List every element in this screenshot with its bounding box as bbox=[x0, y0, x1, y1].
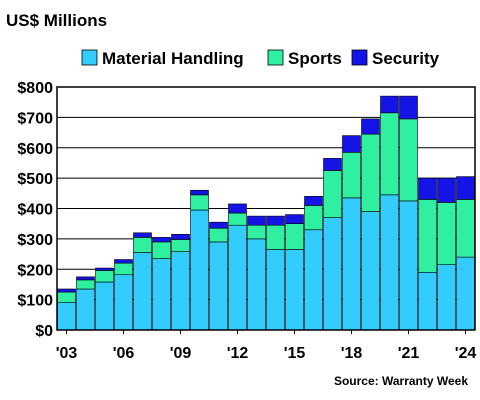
x-tick-label: '09 bbox=[170, 345, 192, 362]
bar-segment-material-handling-2024 bbox=[456, 256, 475, 331]
bar-segment-material-handling-2010 bbox=[190, 209, 209, 331]
bar-segment-security-2011 bbox=[209, 221, 228, 229]
bar-segment-material-handling-2008 bbox=[152, 258, 171, 331]
x-tick-label: '06 bbox=[113, 345, 135, 362]
bar-segment-material-handling-2021 bbox=[399, 200, 418, 331]
legend-swatch bbox=[267, 49, 284, 66]
x-tick-label: '24 bbox=[455, 345, 477, 362]
bar-segment-security-2023 bbox=[437, 177, 456, 203]
x-tick-label: '15 bbox=[284, 345, 306, 362]
bar-segment-sports-2004 bbox=[76, 279, 95, 290]
bar-segment-material-handling-2006 bbox=[114, 274, 133, 331]
bar-segment-material-handling-2020 bbox=[380, 194, 399, 331]
y-tick-label: $400 bbox=[17, 202, 53, 219]
bar-segment-material-handling-2019 bbox=[361, 211, 380, 331]
y-tick-label: $600 bbox=[17, 141, 53, 158]
bar-segment-material-handling-2011 bbox=[209, 241, 228, 331]
bar-segment-security-2024 bbox=[456, 176, 475, 200]
chart-title: US$ Millions bbox=[6, 11, 107, 30]
bar-segment-security-2008 bbox=[152, 237, 171, 243]
bar-segment-sports-2024 bbox=[456, 199, 475, 258]
bar-segment-material-handling-2004 bbox=[76, 288, 95, 331]
bar-segment-material-handling-2015 bbox=[285, 249, 304, 331]
bar-segment-security-2007 bbox=[133, 232, 152, 238]
bar-segment-security-2014 bbox=[266, 215, 285, 226]
plot-border bbox=[56, 86, 476, 331]
legend-label: Material Handling bbox=[102, 49, 244, 68]
legend-label: Security bbox=[372, 49, 440, 68]
y-tick-label: $700 bbox=[17, 110, 53, 127]
bar-segment-security-2020 bbox=[380, 95, 399, 114]
x-tick-label: '03 bbox=[56, 345, 78, 362]
source-note: Source: Warranty Week bbox=[334, 374, 468, 388]
bar-segment-sports-2016 bbox=[304, 205, 323, 231]
bar-segment-security-2009 bbox=[171, 234, 190, 240]
bar-segment-sports-2005 bbox=[95, 270, 114, 283]
bar-segment-sports-2023 bbox=[437, 202, 456, 265]
bar-segment-security-2004 bbox=[76, 276, 95, 281]
bar-segment-sports-2009 bbox=[171, 239, 190, 252]
bar-segment-sports-2013 bbox=[247, 224, 266, 240]
legend-swatch bbox=[81, 49, 98, 66]
bar-segment-sports-2007 bbox=[133, 237, 152, 253]
bar-segment-security-2019 bbox=[361, 118, 380, 135]
bar-segment-security-2021 bbox=[399, 95, 418, 120]
y-axis-labels: $0 $100 $200 $300 $400 $500 $600 $700 $800 bbox=[17, 80, 53, 340]
bar-segment-material-handling-2012 bbox=[228, 224, 247, 331]
bar-segment-material-handling-2007 bbox=[133, 252, 152, 331]
bar-segment-security-2022 bbox=[418, 177, 437, 200]
bar-segment-sports-2008 bbox=[152, 241, 171, 259]
bar-segment-security-2013 bbox=[247, 215, 266, 226]
bar-segment-sports-2021 bbox=[399, 118, 418, 202]
bar-segment-material-handling-2016 bbox=[304, 229, 323, 331]
legend: Material Handling Sports Security bbox=[81, 49, 440, 68]
bar-segment-material-handling-2023 bbox=[437, 264, 456, 331]
bar-segment-sports-2010 bbox=[190, 194, 209, 211]
bar-segment-security-2017 bbox=[323, 158, 342, 171]
x-axis-labels: '03 '06 '09 '12 '15 '18 '21 '24 bbox=[56, 330, 477, 362]
bar-segment-sports-2019 bbox=[361, 133, 380, 212]
bar-segment-security-2012 bbox=[228, 203, 247, 214]
bar-segment-security-2006 bbox=[114, 259, 133, 264]
y-tick-label: $100 bbox=[17, 293, 53, 310]
bar-segment-sports-2017 bbox=[323, 170, 342, 218]
bar-segment-sports-2020 bbox=[380, 112, 399, 196]
bar-segment-material-handling-2014 bbox=[266, 249, 285, 331]
bar-segment-material-handling-2005 bbox=[95, 281, 114, 331]
bar-segment-sports-2015 bbox=[285, 223, 304, 250]
bar-segment-sports-2022 bbox=[418, 199, 437, 273]
bar-segment-security-2003 bbox=[57, 288, 76, 293]
x-tick-label: '21 bbox=[398, 345, 420, 362]
bar-segment-sports-2011 bbox=[209, 227, 228, 243]
x-tick-label: '18 bbox=[341, 345, 363, 362]
legend-label: Sports bbox=[288, 49, 342, 68]
y-tick-label: $500 bbox=[17, 171, 53, 188]
bar-segment-security-2005 bbox=[95, 267, 114, 271]
y-tick-label: $300 bbox=[17, 232, 53, 249]
bar-segment-material-handling-2022 bbox=[418, 271, 437, 331]
bar-segment-security-2010 bbox=[190, 189, 209, 196]
legend-swatch bbox=[351, 49, 368, 66]
x-tick-label: '12 bbox=[227, 345, 249, 362]
bar-segment-sports-2012 bbox=[228, 212, 247, 226]
bar-segment-sports-2003 bbox=[57, 291, 76, 303]
bar-segment-material-handling-2003 bbox=[57, 302, 76, 331]
bar-segment-material-handling-2017 bbox=[323, 217, 342, 331]
bar-segment-sports-2006 bbox=[114, 262, 133, 276]
bar-segment-security-2018 bbox=[342, 135, 361, 153]
bar-segment-material-handling-2009 bbox=[171, 251, 190, 331]
bar-segment-security-2015 bbox=[285, 214, 304, 224]
bar-segment-material-handling-2013 bbox=[247, 238, 266, 331]
y-tick-label: $0 bbox=[35, 323, 53, 340]
plot-area: $0$100$200$300$400$500$600$700$800 '03'0… bbox=[17, 80, 476, 362]
bar-segment-sports-2018 bbox=[342, 152, 361, 199]
bar-segment-security-2016 bbox=[304, 196, 323, 206]
y-tick-label: $200 bbox=[17, 262, 53, 279]
bar-segment-sports-2014 bbox=[266, 224, 285, 250]
y-tick-label: $800 bbox=[17, 80, 53, 97]
bar-segment-material-handling-2018 bbox=[342, 197, 361, 331]
